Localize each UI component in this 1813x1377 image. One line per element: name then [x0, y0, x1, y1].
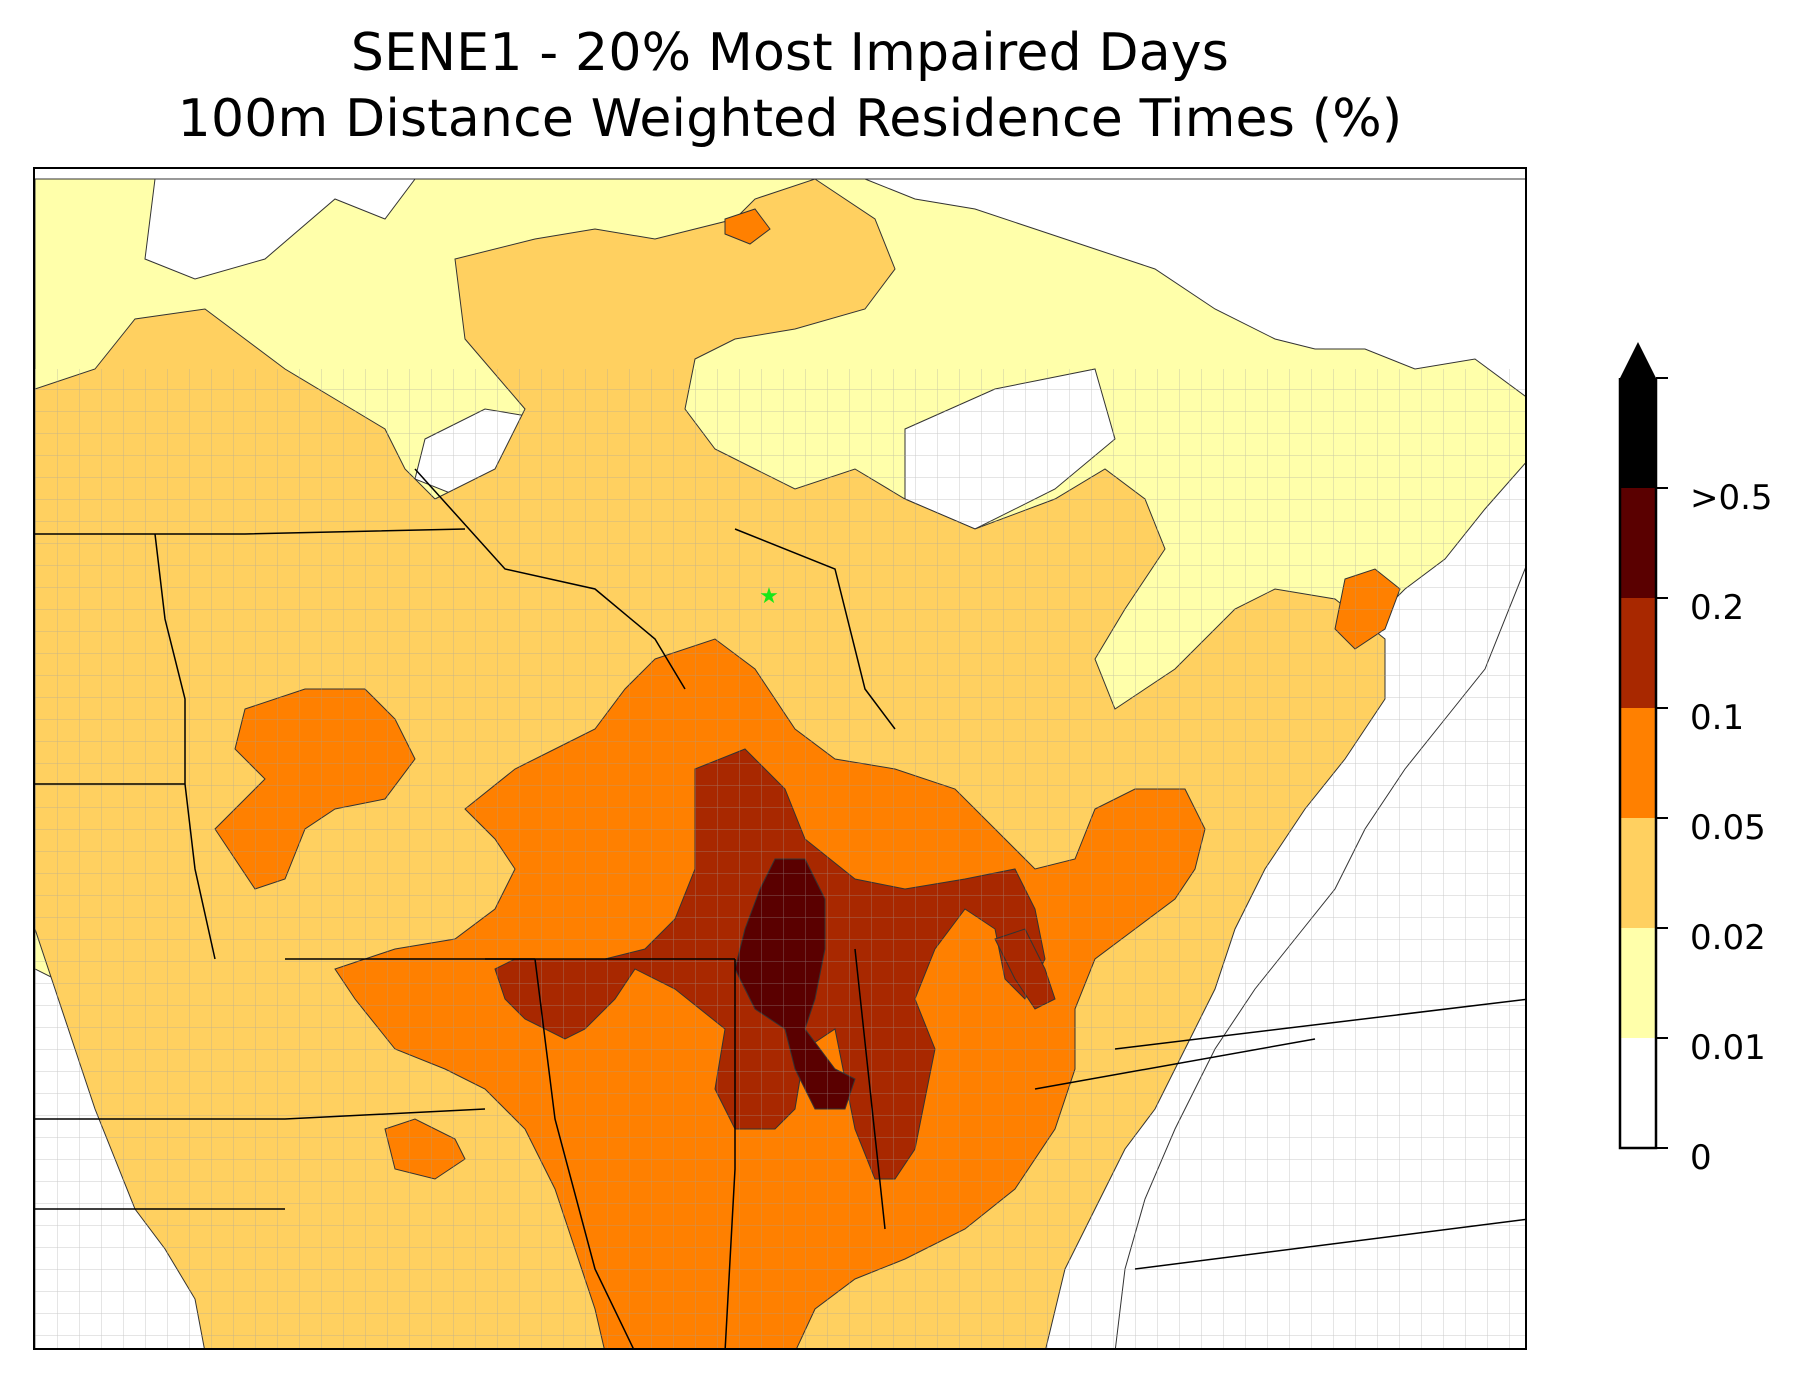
colorbar-extend-arrow [1620, 342, 1656, 378]
map-panel [33, 167, 1527, 1350]
colorbar-tick-label: 0.2 [1690, 588, 1745, 628]
colorbar-tick-label: 0.02 [1690, 918, 1766, 958]
colorbar-bin-0.02 [1620, 818, 1656, 928]
contour-hole-north-1 [144, 178, 416, 280]
colorbar-bin-0.2 [1620, 488, 1656, 598]
colorbar-bin-0.01 [1620, 928, 1656, 1038]
colorbar-tick-label: 0 [1690, 1138, 1712, 1178]
colorbar-bin-0.05 [1620, 708, 1656, 818]
residence-time-map [35, 169, 1525, 1348]
colorbar-tick-label: 0.05 [1690, 808, 1766, 848]
colorbar-outline [1618, 378, 1658, 1150]
site-marker-star: ★ [759, 584, 779, 609]
colorbar-tick-label: 0.01 [1690, 1028, 1766, 1068]
county-borders [35, 369, 1525, 1348]
map-subtitle: 100m Distance Weighted Residence Times (… [177, 89, 1403, 149]
state-borders [35, 468, 1525, 1348]
colorbar [1618, 342, 1668, 1150]
colorbar-bin-0.1 [1620, 598, 1656, 708]
colorbar-bin-0 [1620, 1038, 1656, 1148]
colorbar-tick-label: >0.5 [1690, 478, 1773, 518]
contour-0.05-0.1-north [724, 208, 771, 245]
map-title: SENE1 - 20% Most Impaired Days [350, 23, 1230, 83]
colorbar-ticks [1656, 377, 1668, 1149]
colorbar-bin-gt0.5 [1620, 378, 1656, 488]
colorbar-tick-label: 0.1 [1690, 698, 1745, 738]
